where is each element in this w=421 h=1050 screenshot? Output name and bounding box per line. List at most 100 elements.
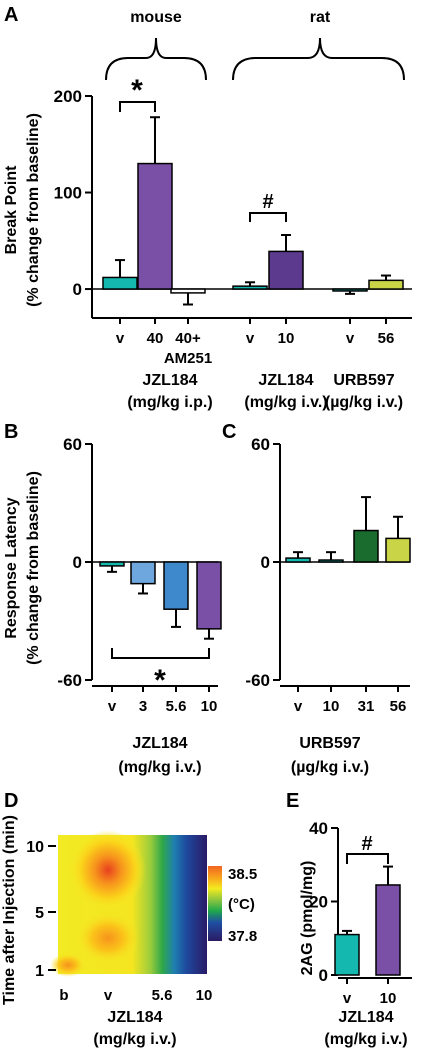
panel-e-ytick-label-2: 0: [319, 966, 328, 985]
panel-d-ylabel-5: 5: [35, 905, 44, 922]
brace-rat: [232, 37, 405, 81]
panel-a-group1-title: JZL184: [142, 372, 197, 389]
panel-c-xtick-label-0: v: [294, 698, 303, 715]
panel-b-ylabel-unit: (% change from baseline): [25, 471, 42, 665]
panel-b-ytick-label-0: 60: [63, 435, 82, 454]
panel-b-xtick-label-3: 10: [201, 698, 218, 715]
panel-c-xtick-label-3: 56: [390, 698, 407, 715]
panel-label-d: D: [4, 790, 18, 812]
panel-e-xunit: (mg/kg i.v.): [324, 1031, 407, 1048]
panel-a-bar-1: [137, 162, 173, 290]
panel-a-group2-unit: (mg/kg i.v.): [244, 394, 327, 411]
panel-c-ytick-label-1: 0: [261, 553, 270, 572]
brace-mouse: [105, 37, 207, 81]
panel-e-bracket: [346, 853, 389, 864]
panel-e-xlabel: JZL184: [338, 1009, 393, 1026]
panel-a-xtick-label-4: 10: [278, 330, 295, 347]
panel-b-xtick-label-1: 3: [139, 698, 147, 715]
panel-a-sig-hash: #: [262, 191, 273, 213]
panel-e-xtick-label-1: 10: [380, 990, 397, 1007]
panel-label-b: B: [4, 421, 18, 443]
panel-label-a: A: [4, 4, 18, 26]
panel-a-ytick-label-2: 200: [54, 87, 82, 106]
panel-c-xtick-label-1: 10: [323, 698, 340, 715]
species-label-rat: rat: [310, 9, 331, 26]
panel-b-ylabel: Response Latency: [3, 497, 20, 638]
panel-b-chart: 60 0 -60 v 3 5.6 10 *: [57, 435, 222, 715]
panel-b-bar-1: [130, 561, 156, 585]
panel-a-xtick-label-3: v: [246, 330, 255, 347]
panel-a-ytick-label-1: 100: [54, 184, 82, 203]
colorbar-min: 37.8: [228, 928, 257, 945]
panel-a-bar-3: [232, 285, 268, 290]
panel-b-ytick-label-1: 0: [73, 553, 82, 572]
panel-e-bar-0: [334, 933, 360, 976]
panel-a-bracket-rat: [249, 212, 287, 222]
panel-e-bar-1: [375, 884, 401, 976]
panel-e-chart: 40 20 0v 10 #: [309, 819, 412, 1007]
panel-d-ylabel-1: 1: [35, 963, 44, 980]
panel-b-xtick-label-0: v: [108, 698, 117, 715]
panel-a-ytick-label-0: 0: [73, 280, 82, 299]
panel-a-xtick-label-0: v: [116, 330, 125, 347]
panel-a-bar-6: [368, 279, 404, 290]
panel-a-bar-5: [332, 288, 368, 292]
panel-c-bar-2: [353, 529, 379, 563]
panel-a-xtick-label-5: v: [346, 330, 355, 347]
panel-b-xtick-label-2: 5.6: [166, 698, 187, 715]
panel-c-xtick-label-2: 31: [358, 698, 375, 715]
panel-d-xtick-b: b: [59, 987, 68, 1004]
panel-a-xtick-extra-2: AM251: [164, 350, 212, 367]
panel-a-xtick-label-2: 40+: [175, 330, 201, 347]
heatmap-hotspot-lower: [76, 912, 140, 964]
panel-a-ylabel-unit: (% change from baseline): [25, 113, 42, 307]
panel-a-xtick-label-6: 56: [378, 330, 395, 347]
panel-label-c: C: [222, 421, 236, 443]
panel-c-ytick-label-0: 60: [251, 435, 270, 454]
colorbar-max: 38.5: [228, 866, 257, 883]
colorbar-unit: (°C): [228, 896, 255, 913]
panel-e-ytick-label-0: 40: [309, 819, 328, 838]
panel-a-xtick-label-1: 40: [147, 330, 164, 347]
panel-c-ytick-label-2: -60: [245, 671, 270, 690]
colorbar: [208, 866, 222, 941]
panel-a-group2-title: JZL184: [258, 372, 313, 389]
panel-e-ylabel: 2AG (pmol/mg): [299, 861, 316, 976]
panel-e-ytick-label-1: 20: [309, 893, 328, 912]
panel-c-bar-1: [318, 559, 344, 563]
panel-a-chart: 0 100 200 v 40 40+ AM251 v 10 v 56 * #: [54, 74, 412, 367]
panel-e-sig-hash: #: [361, 833, 372, 855]
heatmap: [50, 830, 207, 977]
heatmap-hotspot-upper: [70, 830, 146, 910]
species-label-mouse: mouse: [130, 9, 182, 26]
panel-d-xtick-10: 10: [196, 987, 213, 1004]
panel-b-xlabel: JZL184: [132, 735, 187, 752]
panel-c-bar-0: [285, 557, 311, 563]
panel-d-xunit: (mg/kg i.v.): [93, 1031, 176, 1048]
panel-b-xunit: (mg/kg i.v.): [118, 759, 201, 776]
heatmap-hotspot-corner: [50, 953, 86, 977]
panel-c-chart: 60 0 -60 v 10 31 56: [245, 435, 411, 715]
panel-label-e: E: [286, 790, 299, 812]
panel-d-xtick-5-6: 5.6: [152, 987, 173, 1004]
panel-c-xlabel: URB597: [299, 735, 360, 752]
panel-a-bracket-mouse: [119, 101, 156, 112]
panel-d-xlabel: JZL184: [107, 1009, 162, 1026]
panel-a-bar-0: [102, 276, 138, 290]
panel-b-ytick-label-2: -60: [57, 671, 82, 690]
panel-b-bar-0: [99, 561, 125, 567]
panel-a-group3-unit: (µg/kg i.v.): [325, 394, 403, 411]
panel-b-bar-2: [163, 561, 189, 610]
panel-a-group3-title: URB597: [333, 372, 394, 389]
panel-d-ylabel-10: 10: [26, 839, 44, 856]
panel-a-sig-star: *: [131, 74, 143, 107]
panel-a-bar-2: [170, 288, 206, 294]
panel-d-ylabel: Time after Injection (min): [1, 815, 18, 1005]
panel-b-bar-3: [196, 561, 222, 630]
panel-c-bar-3: [385, 537, 411, 563]
panel-d-xtick-v: v: [104, 987, 113, 1004]
panel-e-xtick-label-0: v: [343, 990, 352, 1007]
panel-b-bracket: [111, 648, 210, 659]
panel-a-bar-4: [268, 250, 304, 290]
